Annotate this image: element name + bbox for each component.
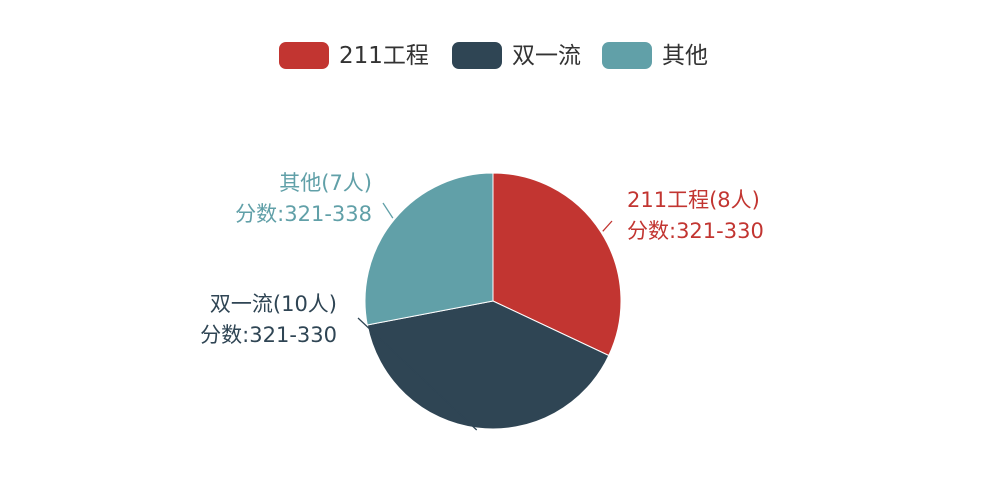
pie-slices (364, 172, 622, 430)
legend-label-3: 其他 (662, 43, 708, 69)
slice-label-score-3: 分数:321-338 (235, 202, 372, 226)
slice-label-name-3: 其他(7人) (279, 171, 372, 195)
legend-label-1: 211工程 (339, 43, 429, 69)
label-leader-line-1 (602, 220, 613, 232)
slice-labels: 211工程(8人) 分数:321-330 双一流(10人) 分数:321-330 其他(… (200, 171, 764, 431)
legend-swatch-3 (602, 42, 652, 69)
pie-slice-1[interactable] (492, 172, 622, 357)
slice-label-name-1: 211工程(8人) (627, 188, 760, 212)
legend-item-3[interactable]: 其他 (602, 42, 708, 69)
label-leader-line-3 (382, 202, 394, 219)
legend: 211工程 双一流 其他 (279, 42, 708, 69)
slice-label-score-1: 分数:321-330 (627, 219, 764, 243)
legend-label-2: 双一流 (512, 43, 581, 69)
legend-item-1[interactable]: 211工程 (279, 42, 429, 69)
legend-swatch-2 (452, 42, 502, 69)
legend-item-2[interactable]: 双一流 (452, 42, 581, 69)
slice-label-score-2: 分数:321-330 (200, 323, 337, 347)
slice-label-name-2: 双一流(10人) (210, 292, 337, 316)
pie-slice-2[interactable] (366, 300, 610, 430)
legend-swatch-1 (279, 42, 329, 69)
label-leader-line-2 (357, 317, 478, 431)
pie-slice-3[interactable] (364, 172, 494, 326)
